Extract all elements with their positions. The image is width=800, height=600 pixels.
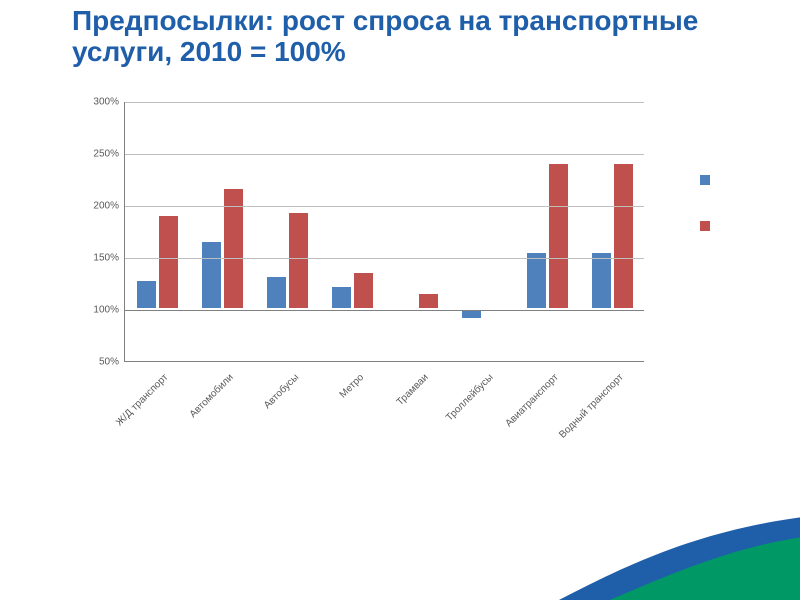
legend-swatch-b [700, 221, 710, 231]
gridline [125, 258, 644, 259]
gridline [125, 102, 644, 103]
legend-swatch-a [700, 175, 710, 185]
y-tick-label: 50% [99, 357, 119, 368]
bar [483, 307, 504, 309]
y-tick-label: 100% [93, 305, 119, 316]
gridline [125, 154, 644, 155]
bar [613, 163, 634, 309]
legend-item-series-b [700, 221, 740, 231]
y-tick-label: 250% [93, 149, 119, 160]
x-tick-label: Автомобили [187, 372, 235, 420]
legend [700, 175, 740, 267]
bars-container [125, 102, 644, 361]
swoosh-front [560, 535, 800, 600]
gridline [125, 310, 644, 311]
chart: 50%100%150%200%250%300% Ж/Д транспортАвт… [60, 90, 740, 450]
x-tick-label: Водный транспорт [557, 372, 626, 441]
chart-title: Предпосылки: рост спроса на транспортные… [72, 6, 732, 68]
bar [526, 252, 547, 309]
bar [201, 241, 222, 309]
bar [266, 276, 287, 309]
swoosh-back [520, 515, 800, 600]
x-tick-label: Троллейбусы [444, 372, 496, 424]
y-tick-label: 300% [93, 97, 119, 108]
x-tick-label: Ж/Д транспорт [114, 372, 170, 428]
x-tick-label: Метро [337, 372, 366, 401]
x-tick-label: Трамваи [394, 372, 430, 408]
x-axis-labels: Ж/Д транспортАвтомобилиАвтобусыМетроТрам… [124, 370, 644, 460]
bar [288, 212, 309, 309]
decorative-swoosh [520, 460, 800, 600]
bar [353, 272, 374, 309]
legend-item-series-a [700, 175, 740, 185]
bar [418, 293, 439, 309]
bar [548, 163, 569, 309]
bar [591, 252, 612, 309]
slide: { "title": { "text": "Предпосылки: рост … [0, 0, 800, 600]
y-tick-label: 200% [93, 201, 119, 212]
x-tick-label: Авиатранспорт [503, 372, 560, 429]
y-tick-label: 150% [93, 253, 119, 264]
bar [136, 280, 157, 309]
plot-area: 50%100%150%200%250%300% [124, 102, 644, 362]
x-tick-label: Автобусы [261, 372, 300, 411]
bar [331, 286, 352, 309]
bar [158, 215, 179, 309]
gridline [125, 206, 644, 207]
